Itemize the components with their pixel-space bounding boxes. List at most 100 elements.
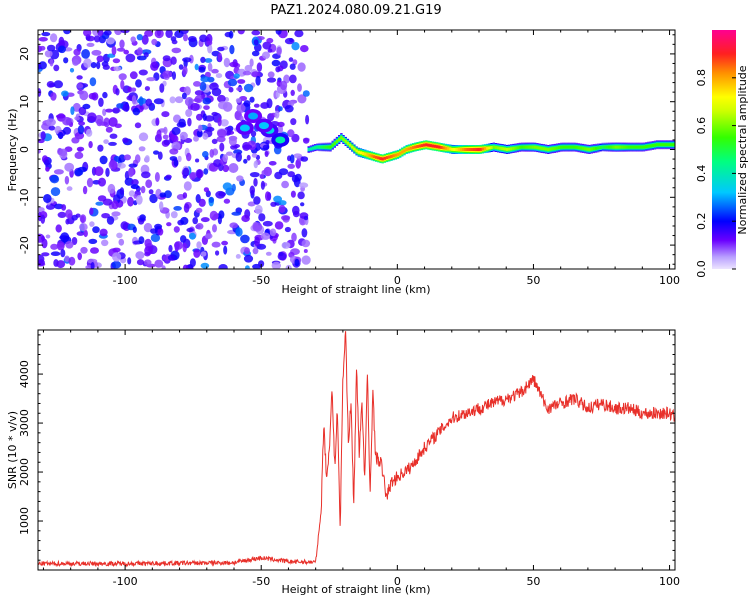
noise-speckle	[297, 94, 307, 104]
signal-core	[671, 143, 674, 147]
noise-speckle	[217, 129, 227, 138]
signal-core	[575, 145, 578, 149]
noise-speckle	[138, 69, 148, 76]
signal-core	[399, 151, 402, 155]
noise-speckle	[244, 247, 250, 255]
noise-speckle	[132, 226, 137, 233]
noise-speckle	[170, 211, 178, 219]
signal-core	[344, 139, 347, 143]
noise-speckle	[173, 226, 180, 233]
noise-speckle	[207, 62, 213, 72]
y-tick-label: 20	[18, 47, 31, 61]
noise-speckle	[78, 121, 86, 126]
noise-speckle	[92, 226, 100, 234]
noise-speckle	[195, 158, 200, 163]
noise-speckle	[255, 76, 261, 86]
noise-speckle	[266, 98, 273, 109]
noise-speckle	[96, 118, 103, 127]
signal-core	[425, 143, 428, 147]
x-tick-label: 50	[526, 274, 540, 287]
noise-speckle	[137, 47, 143, 56]
noise-speckle	[217, 117, 222, 127]
noise-speckle	[265, 140, 270, 145]
noise-speckle	[183, 33, 188, 42]
noise-speckle	[165, 174, 172, 179]
noise-speckle	[217, 52, 223, 63]
y-tick-label: -10	[18, 188, 31, 206]
signal-core	[316, 145, 319, 149]
noise-speckle	[211, 68, 219, 74]
signal-core	[418, 144, 421, 148]
noise-speckle	[77, 125, 85, 135]
noise-speckle	[247, 201, 256, 207]
signal-core	[564, 145, 567, 149]
y-tick-label: 10	[18, 95, 31, 109]
noise-speckle	[112, 58, 121, 64]
noise-speckle	[298, 182, 309, 188]
noise-speckle	[154, 223, 163, 230]
signal-core	[468, 148, 472, 151]
noise-speckle	[198, 198, 206, 207]
noise-speckle	[141, 34, 149, 45]
colorbar-label: Normalized spectral amplitude	[736, 65, 749, 234]
noise-speckle	[281, 180, 289, 189]
noise-speckle	[242, 144, 253, 150]
noise-speckle	[171, 133, 178, 143]
signal-core	[640, 145, 644, 149]
signal-core	[470, 148, 474, 151]
noise-speckle	[193, 81, 201, 87]
noise-speckle	[82, 185, 88, 195]
noise-speckle	[65, 241, 74, 249]
signal-core	[407, 147, 411, 151]
noise-speckle	[136, 259, 145, 266]
noise-speckle	[243, 254, 254, 263]
signal-core	[562, 145, 565, 149]
noise-speckle	[303, 137, 310, 144]
noise-speckle	[146, 77, 156, 82]
noise-speckle	[45, 118, 56, 127]
noise-speckle	[161, 111, 170, 118]
noise-speckle	[43, 194, 52, 203]
noise-speckle	[94, 35, 101, 43]
noise-speckle	[196, 129, 203, 138]
noise-speckle	[284, 105, 294, 113]
signal-core	[427, 143, 430, 147]
noise-speckle	[71, 214, 78, 221]
signal-core	[634, 145, 637, 149]
noise-speckle	[65, 209, 73, 219]
noise-speckle	[271, 59, 281, 67]
noise-speckle	[116, 47, 126, 52]
signal-core	[429, 144, 432, 148]
noise-speckle	[179, 131, 188, 140]
noise-speckle	[175, 96, 184, 104]
noise-speckle	[107, 183, 116, 194]
noise-speckle	[111, 260, 122, 269]
signal-core	[579, 146, 583, 150]
noise-speckle	[138, 146, 146, 152]
noise-speckle	[258, 213, 266, 222]
noise-speckle	[229, 222, 238, 229]
noise-speckle	[281, 241, 291, 249]
signal-core	[442, 146, 445, 150]
noise-speckle	[157, 151, 163, 160]
heatmap-signal-layer	[307, 133, 675, 164]
noise-speckle	[185, 109, 193, 117]
noise-speckle	[38, 63, 42, 70]
noise-speckle	[295, 158, 302, 169]
noise-speckle	[53, 64, 60, 72]
signal-core	[329, 145, 332, 149]
noise-speckle	[253, 178, 258, 187]
noise-speckle	[119, 39, 125, 49]
noise-speckle	[303, 215, 309, 221]
signal-core	[311, 146, 315, 150]
noise-speckle	[90, 247, 99, 254]
noise-speckle	[153, 150, 160, 155]
noise-speckle	[41, 252, 50, 257]
signal-core	[669, 143, 672, 147]
signal-core	[638, 145, 641, 149]
noise-speckle	[187, 36, 197, 42]
signal-core	[370, 154, 374, 158]
noise-speckle	[106, 37, 115, 45]
noise-speckle	[291, 232, 297, 242]
